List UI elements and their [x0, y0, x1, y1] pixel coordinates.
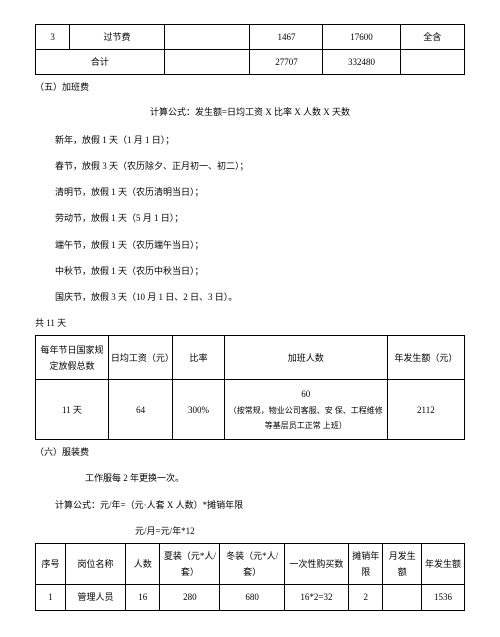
cell: 合计: [36, 50, 165, 75]
cell: 11 天: [36, 380, 109, 440]
cell: 月发生额: [383, 544, 422, 585]
cell: [164, 25, 250, 50]
cell: 1536: [422, 585, 465, 610]
cell: 比率: [173, 336, 224, 380]
cell: [164, 50, 250, 75]
cell: 一次性购买数: [284, 544, 348, 585]
section-6-label: （六）服装费: [35, 444, 465, 460]
holiday-line: 春节，放假 3 天（农历除夕、正月初一、初二）；: [55, 158, 465, 174]
holiday-line: 清明节，放假 1 天（农历清明当日）；: [55, 184, 465, 200]
cell: 1467: [250, 25, 323, 50]
cell: 日均工资（元）: [108, 336, 172, 380]
cell: 280: [160, 585, 220, 610]
cell: 序号: [36, 544, 66, 585]
cell-main: 60: [301, 389, 310, 399]
cell: 摊销年限: [349, 544, 383, 585]
unit-header: 元/月=元/年*12: [135, 523, 465, 539]
cell: 人数: [126, 544, 160, 585]
cell-sub: （按常规，物业公司客服、安 保、工程维修等基层员工正常 上班）: [227, 404, 385, 433]
cell: 管理人员: [66, 585, 126, 610]
cell: 16: [126, 585, 160, 610]
section-5-label: （五）加班费: [35, 79, 465, 95]
table-uniform: 序号 岗位名称 人数 夏装（元*人/套） 冬装（元*人/套） 一次性购买数 摊销…: [35, 543, 465, 611]
cell: 过节费: [70, 25, 164, 50]
total-days: 共 11 天: [35, 315, 465, 331]
cell: 全含: [400, 25, 464, 50]
holiday-line: 中秋节，放假 1 天（农历中秋当日）；: [55, 263, 465, 279]
table-overtime: 每年节日国家规定放假总数 日均工资（元） 比率 加班人数 年发生额（元） 11 …: [35, 335, 465, 440]
table-festival-fee: 3 过节费 1467 17600 全含 合计 27707 332480: [35, 24, 465, 75]
holiday-line: 端午节，放假 1 天（农历端午当日）；: [55, 237, 465, 253]
cell: 岗位名称: [66, 544, 126, 585]
cell: 2112: [387, 380, 464, 440]
holiday-line: 国庆节，放假 3 天（10 月 1 日、2 日、3 日）。: [55, 289, 465, 305]
cell: 每年节日国家规定放假总数: [36, 336, 109, 380]
cell: 680: [220, 585, 284, 610]
holiday-line: 劳动节，放假 1 天（5 月 1 日）；: [55, 210, 465, 226]
cell: 2: [349, 585, 383, 610]
cell: 300%: [173, 380, 224, 440]
cell: 16*2=32: [284, 585, 348, 610]
cell: 年发生额（元）: [387, 336, 464, 380]
holiday-line: 新年，放假 1 天（1 月 1 日）；: [55, 132, 465, 148]
cell: 1: [36, 585, 66, 610]
cell: 60 （按常规，物业公司客服、安 保、工程维修等基层员工正常 上班）: [224, 380, 387, 440]
cell: 64: [108, 380, 172, 440]
cell: [400, 50, 464, 75]
cell: 夏装（元*人/套）: [160, 544, 220, 585]
cell: 年发生额: [422, 544, 465, 585]
cell: 332480: [323, 50, 400, 75]
cell: [383, 585, 422, 610]
formula-overtime: 计算公式：发生额=日均工资 X 比率 X 人数 X 天数: [35, 104, 465, 120]
note-uniform: 工作服每 2 年更换一次。: [85, 470, 465, 486]
formula-uniform: 计算公式：元/年=（元·人套 X 人数）*摊销年限: [55, 497, 465, 513]
cell: 3: [36, 25, 70, 50]
cell: 17600: [323, 25, 400, 50]
cell: 27707: [250, 50, 323, 75]
cell: 加班人数: [224, 336, 387, 380]
cell: 冬装（元*人/套）: [220, 544, 284, 585]
